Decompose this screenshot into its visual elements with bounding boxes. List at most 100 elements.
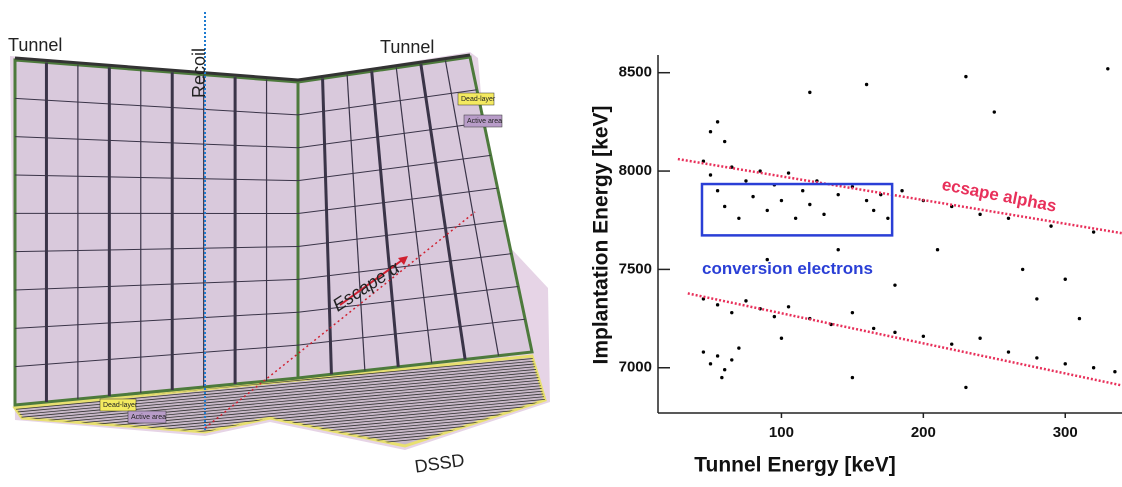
point xyxy=(871,208,876,213)
grid-row xyxy=(14,311,299,329)
point xyxy=(708,173,713,177)
point xyxy=(1035,356,1039,360)
point xyxy=(730,358,734,362)
point xyxy=(715,189,720,193)
point xyxy=(893,283,897,287)
point xyxy=(864,198,869,203)
right-wall xyxy=(296,55,534,380)
point xyxy=(722,368,727,372)
point xyxy=(900,189,904,193)
point xyxy=(708,362,713,366)
tag-box xyxy=(463,114,503,128)
x-tick-label: 100 xyxy=(769,424,794,441)
point xyxy=(1035,297,1039,301)
point xyxy=(850,310,855,315)
point xyxy=(715,120,720,124)
point xyxy=(765,208,769,213)
point xyxy=(772,314,777,319)
point xyxy=(1006,216,1011,220)
trend-line xyxy=(677,157,1122,235)
label: Active area xyxy=(131,414,166,421)
grid-row xyxy=(297,318,526,346)
grid-row xyxy=(14,174,299,182)
grid-row xyxy=(297,253,512,280)
grid-column xyxy=(395,67,433,364)
grid-column xyxy=(321,78,333,375)
point xyxy=(708,130,713,134)
point xyxy=(1020,267,1025,272)
label: Active area xyxy=(467,118,502,125)
point xyxy=(921,334,926,338)
label: Tunnel xyxy=(8,35,62,55)
point xyxy=(1049,224,1053,228)
floor-strip xyxy=(15,361,545,414)
point xyxy=(722,139,727,144)
label: Recoil xyxy=(189,48,209,98)
trend-line xyxy=(687,292,1122,387)
point xyxy=(964,74,968,79)
y-tick-label: 7000 xyxy=(619,359,652,376)
top-edge xyxy=(14,53,471,82)
point xyxy=(715,354,720,358)
grid-row xyxy=(297,89,477,116)
point xyxy=(737,346,741,350)
point xyxy=(808,202,812,207)
floor-strip xyxy=(15,369,545,423)
point xyxy=(786,171,791,175)
point xyxy=(950,342,954,346)
point xyxy=(822,212,826,217)
point xyxy=(1091,230,1096,234)
point xyxy=(935,248,940,252)
label: Tunnel xyxy=(380,37,434,57)
point xyxy=(801,189,805,193)
point xyxy=(1063,362,1067,366)
grid-row xyxy=(297,122,484,149)
grid-row xyxy=(14,344,299,368)
point xyxy=(1106,67,1110,71)
point xyxy=(1113,369,1117,374)
grid-column xyxy=(346,74,366,371)
point xyxy=(871,326,876,331)
point xyxy=(751,194,755,199)
point xyxy=(779,336,784,340)
arrow-head xyxy=(398,256,408,265)
grid-row xyxy=(14,97,299,116)
point xyxy=(765,257,769,262)
point xyxy=(964,385,968,390)
point xyxy=(730,310,734,315)
point xyxy=(992,110,996,114)
grid-row xyxy=(14,245,299,253)
plot-area xyxy=(658,55,1122,413)
grid-row xyxy=(14,136,299,149)
point xyxy=(808,90,812,95)
point xyxy=(720,375,724,380)
floor-strip xyxy=(15,378,545,431)
floor-strip xyxy=(15,366,545,420)
point xyxy=(864,82,869,87)
floor-strip xyxy=(15,425,545,446)
x-tick-label: 300 xyxy=(1053,424,1078,441)
y-tick-label: 7500 xyxy=(619,260,652,277)
label: DSSD xyxy=(413,450,465,477)
point xyxy=(715,303,720,307)
grid-row xyxy=(297,187,498,215)
point xyxy=(836,192,840,197)
point xyxy=(886,216,890,220)
grid-row xyxy=(297,220,505,247)
point xyxy=(1006,350,1011,354)
point xyxy=(978,336,982,340)
point xyxy=(1077,316,1082,321)
tag-box xyxy=(99,398,137,412)
point xyxy=(744,299,748,303)
label: Dead-layer xyxy=(461,96,496,103)
floor-strip xyxy=(15,372,545,426)
grid-column xyxy=(370,71,400,367)
x-tick-label: 200 xyxy=(911,424,936,441)
point xyxy=(978,212,982,217)
floor-strip xyxy=(15,422,545,446)
grid-column xyxy=(419,63,467,360)
y-tick-label: 8500 xyxy=(619,64,652,81)
grid-row xyxy=(297,285,519,313)
escape-arrow xyxy=(339,257,406,306)
